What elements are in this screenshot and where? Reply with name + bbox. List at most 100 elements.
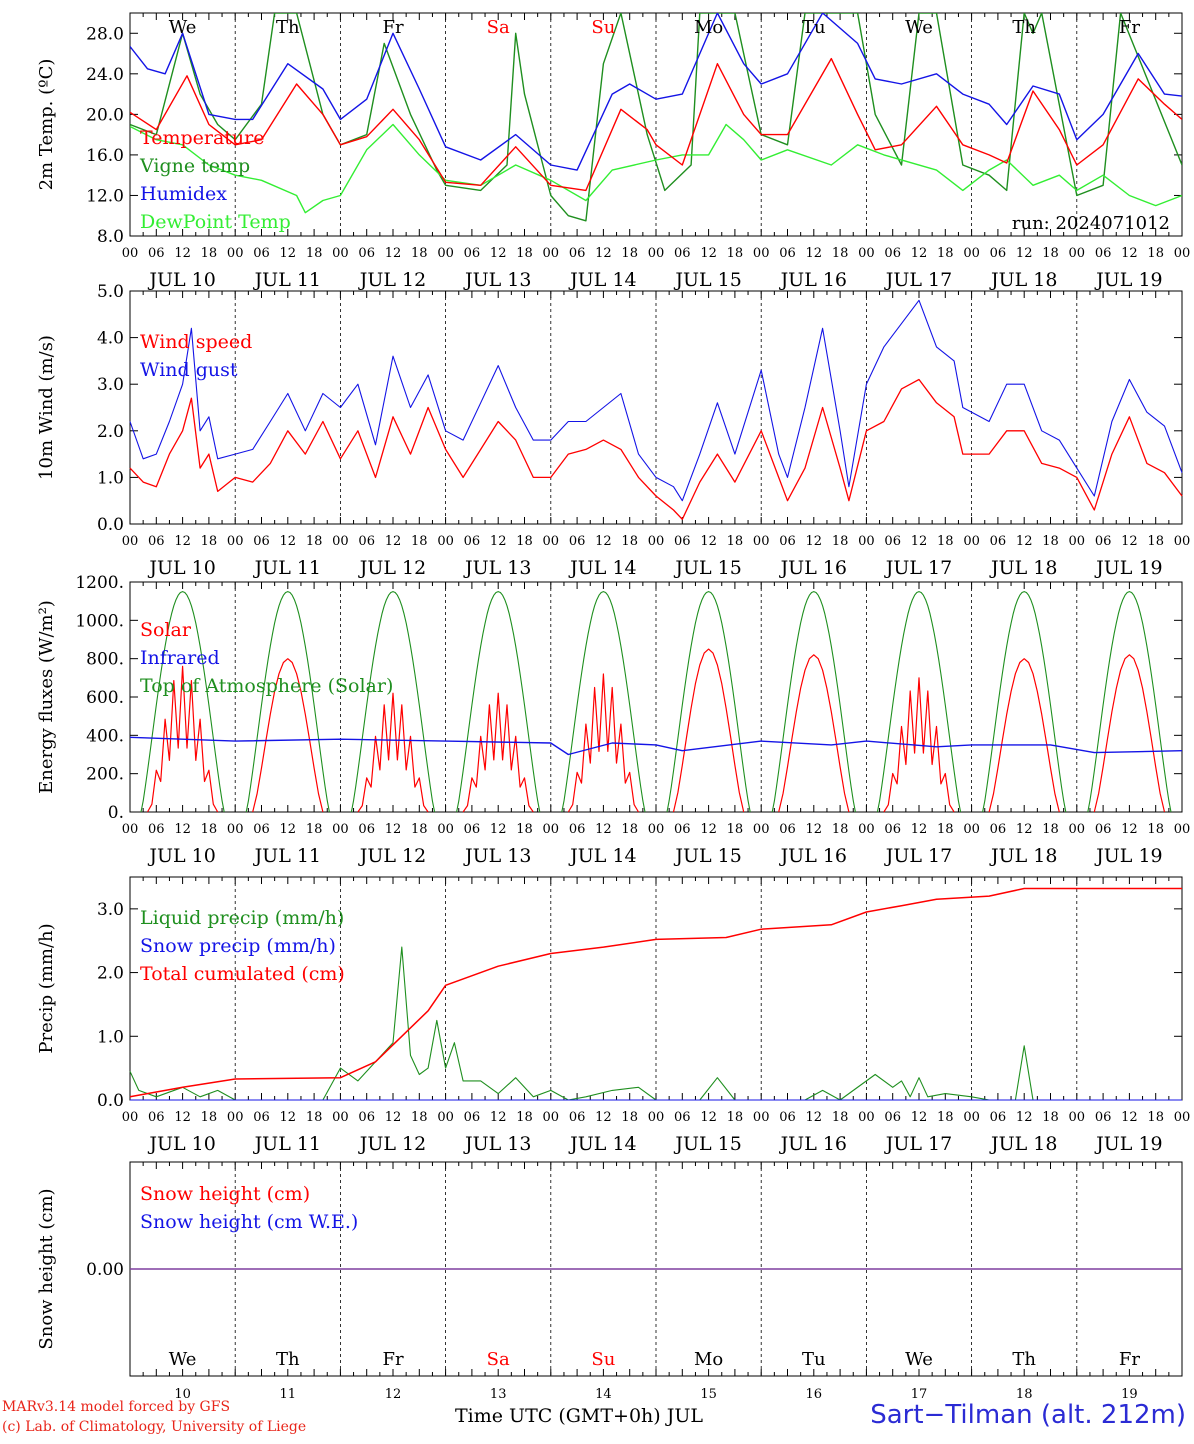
hour-tick-label: 12 <box>1121 822 1138 837</box>
date-label: JUL 19 <box>1094 269 1162 291</box>
panel-energy: 0. 200. 400. 600. 800. 1000. 1200. Energy fluxe… <box>36 573 1190 867</box>
panel-wind: 0.0 1.0 2.0 3.0 4.0 5.0 10m Wind (m/s) 00 06 12 18… <box>36 282 1190 579</box>
y-tick-label: 20.0 <box>86 105 124 125</box>
hour-tick-label: 00 <box>753 246 770 261</box>
hour-tick-label: 12 <box>595 246 612 261</box>
hour-tick-label: 06 <box>358 822 375 837</box>
date-label: JUL 15 <box>673 557 741 579</box>
y-tick-label: 3.0 <box>97 900 124 920</box>
hour-tick-label: 00 <box>332 1110 349 1125</box>
hour-tick-label: 18 <box>937 246 954 261</box>
hour-tick-label: 00 <box>227 1110 244 1125</box>
y-tick-label: 5.0 <box>97 282 124 302</box>
hour-tick-label: 00 <box>1069 822 1086 837</box>
hour-tick-label: 18 <box>937 822 954 837</box>
hour-tick-label: 06 <box>358 246 375 261</box>
hour-tick-label: 18 <box>201 1110 218 1125</box>
hour-tick-label: 06 <box>779 822 796 837</box>
hour-tick-label: 12 <box>1121 1110 1138 1125</box>
hour-tick-label: 12 <box>385 246 402 261</box>
hour-tick-label: 12 <box>911 534 928 549</box>
hour-tick-label: 12 <box>1121 246 1138 261</box>
y-tick-label: 12.0 <box>86 186 124 206</box>
hour-tick-label: 06 <box>253 1110 270 1125</box>
hour-tick-label: 06 <box>464 1110 481 1125</box>
day-number-label: 17 <box>911 1387 928 1402</box>
toa-solar-day-3 <box>456 591 541 813</box>
hour-tick-label: 18 <box>516 822 533 837</box>
hour-tick-label: 18 <box>516 1110 533 1125</box>
date-label: JUL 14 <box>568 269 636 291</box>
hour-tick-label: 18 <box>937 1110 954 1125</box>
weekday-label: Th <box>1012 17 1036 38</box>
hour-tick-label: 06 <box>884 534 901 549</box>
hour-tick-label: 12 <box>174 534 191 549</box>
toa-solar-day-9 <box>1087 591 1172 813</box>
weekday-label: Tu <box>802 1349 826 1370</box>
y-tick-label: 24.0 <box>86 65 124 85</box>
hour-tick-label: 12 <box>911 246 928 261</box>
day-number-label: 16 <box>806 1387 823 1402</box>
hour-tick-label: 00 <box>648 246 665 261</box>
solar-day-0 <box>146 665 219 813</box>
hour-tick-label: 18 <box>832 822 849 837</box>
toa-solar-day-1 <box>245 591 330 813</box>
y-tick-label: 2.0 <box>97 964 124 984</box>
hour-tick-label: 00 <box>648 822 665 837</box>
weekday-label: We <box>905 17 933 38</box>
date-label: JUL 14 <box>568 557 636 579</box>
hour-tick-label: 18 <box>201 534 218 549</box>
weekday-label: Fr <box>1119 1349 1140 1370</box>
series-line-3 <box>130 123 1182 214</box>
date-label: JUL 13 <box>463 557 531 579</box>
hour-tick-label: 00 <box>1069 534 1086 549</box>
date-label: JUL 16 <box>779 557 847 579</box>
hour-tick-label: 00 <box>227 822 244 837</box>
weekday-label: Mo <box>694 17 723 38</box>
hour-tick-label: 00 <box>122 534 139 549</box>
hour-tick-label: 12 <box>385 1110 402 1125</box>
solar-day-9 <box>1093 654 1166 813</box>
hour-tick-label: 06 <box>779 246 796 261</box>
hour-tick-label: 18 <box>621 822 638 837</box>
weekday-label: We <box>169 1349 197 1370</box>
y-tick-label: 1200. <box>75 573 124 593</box>
hour-tick-label: 18 <box>306 534 323 549</box>
weekday-label: Fr <box>1119 17 1140 38</box>
series-line-1 <box>130 13 1182 222</box>
hour-tick-label: 00 <box>753 1110 770 1125</box>
weekday-label: Tu <box>802 17 826 38</box>
legend-entry: Snow height (cm) <box>140 1183 310 1205</box>
hour-tick-label: 06 <box>884 822 901 837</box>
y-tick-label: 800. <box>86 650 124 670</box>
hour-tick-label: 06 <box>148 246 165 261</box>
legend-entry: Vigne temp <box>139 155 250 177</box>
date-label: JUL 13 <box>463 845 531 867</box>
day-number-label: 18 <box>1016 1387 1033 1402</box>
hour-tick-label: 18 <box>621 1110 638 1125</box>
hour-tick-label: 06 <box>464 246 481 261</box>
hour-tick-label: 12 <box>174 822 191 837</box>
hour-tick-label: 12 <box>1016 822 1033 837</box>
hour-tick-label: 12 <box>806 822 823 837</box>
series-line-2 <box>130 13 1182 171</box>
day-number-label: 10 <box>174 1387 191 1402</box>
legend-entry: Total cumulated (cm) <box>140 963 345 985</box>
weekday-label: Su <box>591 17 615 38</box>
hour-tick-label: 06 <box>148 1110 165 1125</box>
toa-solar-day-0 <box>140 591 225 813</box>
solar-day-7 <box>883 677 955 813</box>
hour-tick-label: 18 <box>621 534 638 549</box>
y-axis-label: 10m Wind (m/s) <box>36 335 57 480</box>
hour-tick-label: 00 <box>1174 534 1191 549</box>
hour-tick-label: 18 <box>1147 822 1164 837</box>
hour-tick-label: 12 <box>700 246 717 261</box>
hour-tick-label: 12 <box>595 534 612 549</box>
panel-precip: 0.0 1.0 2.0 3.0 Precip (mm/h) 00 06 12 18 00 06 12 1… <box>36 876 1190 1155</box>
liquid-precip-line <box>129 946 1182 1101</box>
hour-tick-label: 00 <box>1069 246 1086 261</box>
hour-tick-label: 06 <box>1095 534 1112 549</box>
hour-tick-label: 18 <box>411 822 428 837</box>
date-label: JUL 12 <box>358 269 426 291</box>
